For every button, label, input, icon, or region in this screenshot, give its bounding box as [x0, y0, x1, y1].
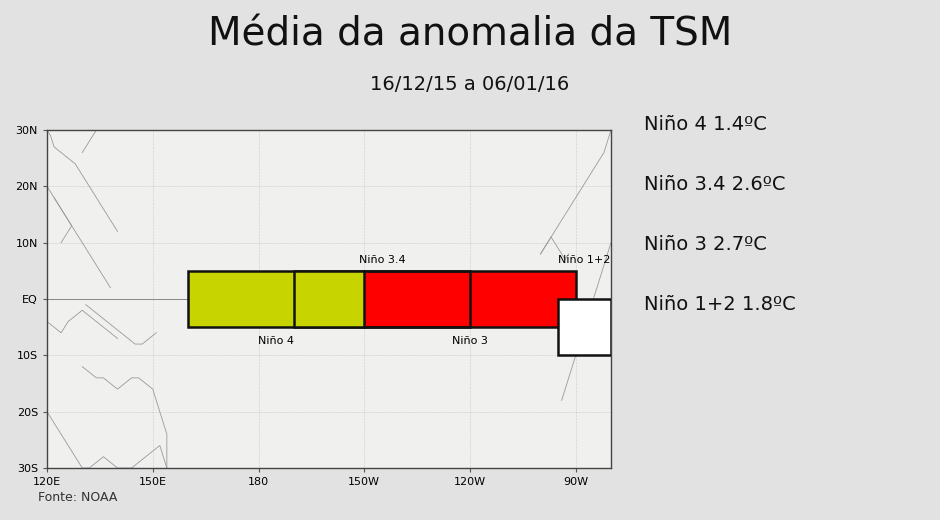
Text: Média da anomalia da TSM: Média da anomalia da TSM [208, 16, 732, 54]
Bar [558, 299, 611, 355]
Text: Niño 3.4: Niño 3.4 [358, 255, 405, 265]
Bar [365, 271, 576, 327]
Text: Fonte: NOAA: Fonte: NOAA [38, 491, 117, 504]
Text: Niño 4: Niño 4 [258, 335, 294, 346]
Text: Niño 3: Niño 3 [452, 335, 488, 346]
Bar [294, 271, 470, 327]
Text: Niño 3 2.7ºC: Niño 3 2.7ºC [644, 235, 767, 254]
Bar [188, 271, 365, 327]
Text: Niño 3.4 2.6ºC: Niño 3.4 2.6ºC [644, 175, 786, 194]
Bar [294, 271, 365, 327]
Text: Niño 1+2 1.8ºC: Niño 1+2 1.8ºC [644, 295, 795, 314]
Text: Niño 1+2: Niño 1+2 [558, 255, 611, 265]
Text: 16/12/15 a 06/01/16: 16/12/15 a 06/01/16 [370, 75, 570, 95]
Text: Niño 4 1.4ºC: Niño 4 1.4ºC [644, 115, 767, 134]
